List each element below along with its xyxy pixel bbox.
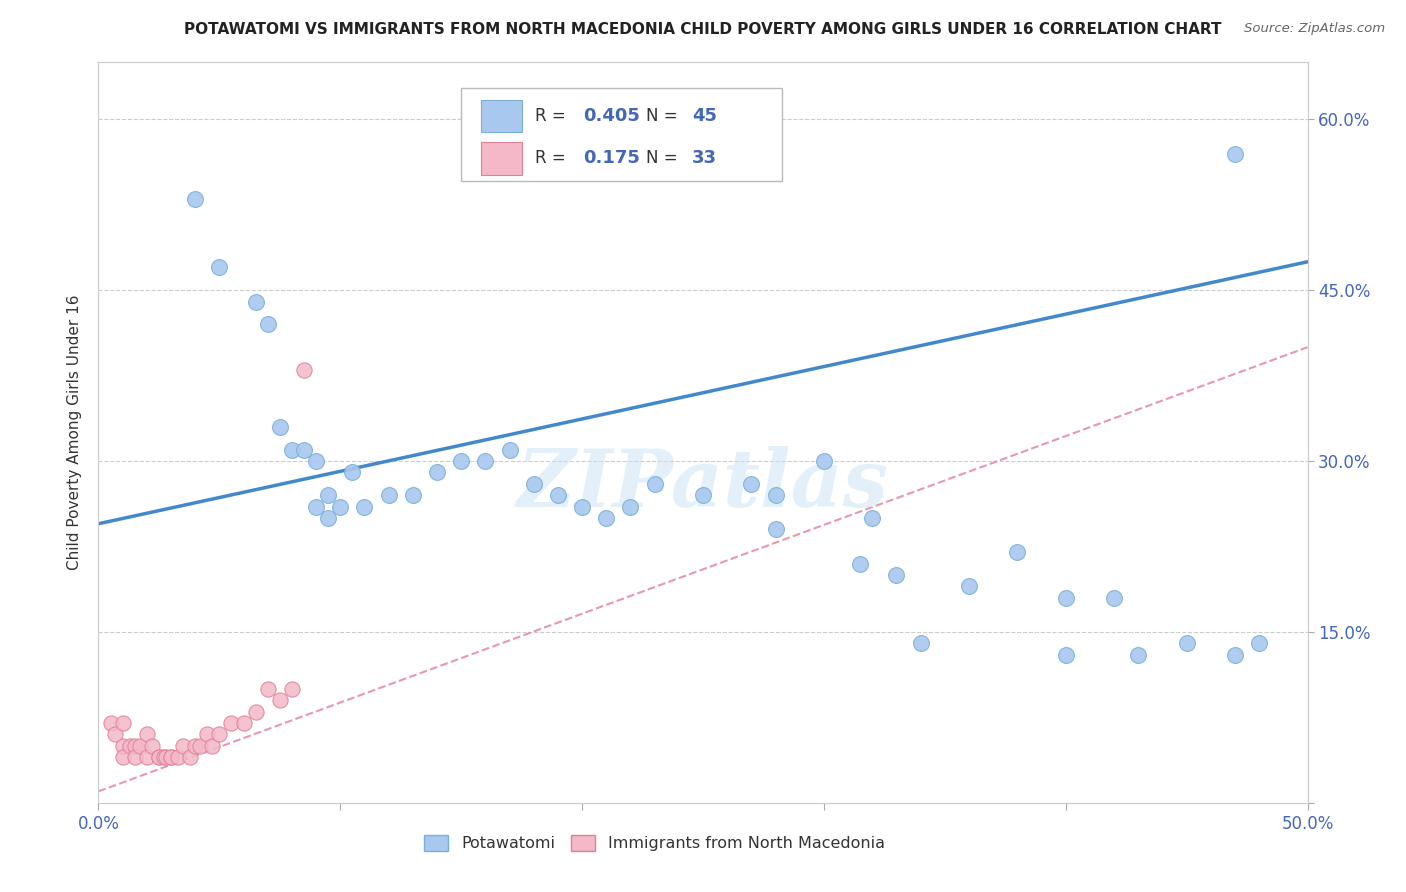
Point: [692, 488, 714, 502]
FancyBboxPatch shape: [481, 100, 522, 132]
Point: [329, 500, 352, 514]
Point: [849, 557, 872, 571]
Point: [111, 739, 134, 753]
Point: [305, 500, 328, 514]
Point: [316, 488, 339, 502]
Point: [450, 454, 472, 468]
Point: [135, 727, 157, 741]
Point: [377, 488, 399, 502]
Point: [141, 739, 163, 753]
Point: [1175, 636, 1198, 650]
Point: [269, 693, 291, 707]
Text: N =: N =: [647, 150, 683, 168]
Text: 0.175: 0.175: [583, 150, 640, 168]
Point: [269, 420, 291, 434]
FancyBboxPatch shape: [461, 88, 782, 181]
Point: [619, 500, 641, 514]
Point: [135, 750, 157, 764]
Point: [208, 260, 231, 275]
Point: [111, 750, 134, 764]
Point: [124, 750, 146, 764]
Text: 33: 33: [692, 150, 717, 168]
Point: [402, 488, 425, 502]
Point: [256, 318, 278, 332]
Point: [426, 466, 449, 480]
Point: [765, 488, 787, 502]
Point: [305, 454, 328, 468]
Point: [256, 681, 278, 696]
Point: [184, 739, 207, 753]
Point: [292, 442, 315, 457]
Point: [201, 739, 224, 753]
FancyBboxPatch shape: [481, 142, 522, 175]
Text: N =: N =: [647, 107, 683, 125]
Point: [104, 727, 127, 741]
Text: 45: 45: [692, 107, 717, 125]
Point: [281, 442, 304, 457]
Point: [148, 750, 170, 764]
Text: ZIPatlas: ZIPatlas: [517, 446, 889, 524]
Point: [179, 750, 201, 764]
Point: [184, 192, 207, 206]
Point: [571, 500, 593, 514]
Point: [342, 466, 364, 480]
Point: [1249, 636, 1271, 650]
Point: [644, 476, 666, 491]
Point: [195, 727, 218, 741]
Point: [498, 442, 520, 457]
Point: [1054, 591, 1077, 605]
Text: 0.405: 0.405: [583, 107, 640, 125]
Point: [353, 500, 375, 514]
Point: [1223, 146, 1246, 161]
Point: [1102, 591, 1125, 605]
Point: [188, 739, 211, 753]
Point: [1223, 648, 1246, 662]
Point: [474, 454, 496, 468]
Point: [740, 476, 762, 491]
Point: [152, 750, 174, 764]
Point: [172, 739, 194, 753]
Y-axis label: Child Poverty Among Girls Under 16: Child Poverty Among Girls Under 16: [67, 295, 83, 570]
Point: [813, 454, 835, 468]
Point: [1007, 545, 1029, 559]
Legend: Potawatomi, Immigrants from North Macedonia: Potawatomi, Immigrants from North Macedo…: [418, 829, 891, 858]
Point: [860, 511, 883, 525]
Text: POTAWATOMI VS IMMIGRANTS FROM NORTH MACEDONIA CHILD POVERTY AMONG GIRLS UNDER 16: POTAWATOMI VS IMMIGRANTS FROM NORTH MACE…: [184, 22, 1222, 37]
Point: [316, 511, 339, 525]
Point: [910, 636, 932, 650]
Point: [292, 363, 315, 377]
Point: [128, 739, 150, 753]
Point: [232, 716, 254, 731]
Point: [148, 750, 170, 764]
Point: [208, 727, 231, 741]
Text: R =: R =: [534, 150, 576, 168]
Point: [1054, 648, 1077, 662]
Text: Source: ZipAtlas.com: Source: ZipAtlas.com: [1244, 22, 1385, 36]
Point: [765, 523, 787, 537]
Point: [155, 750, 177, 764]
Point: [245, 705, 267, 719]
Point: [595, 511, 617, 525]
Point: [100, 716, 122, 731]
Point: [281, 681, 304, 696]
Point: [160, 750, 183, 764]
Point: [547, 488, 569, 502]
Point: [167, 750, 190, 764]
Point: [160, 750, 183, 764]
Point: [523, 476, 546, 491]
Point: [1128, 648, 1150, 662]
Point: [245, 294, 267, 309]
Point: [886, 568, 908, 582]
Point: [111, 716, 134, 731]
Text: R =: R =: [534, 107, 571, 125]
Point: [221, 716, 243, 731]
Point: [957, 579, 980, 593]
Point: [124, 739, 146, 753]
Point: [118, 739, 141, 753]
